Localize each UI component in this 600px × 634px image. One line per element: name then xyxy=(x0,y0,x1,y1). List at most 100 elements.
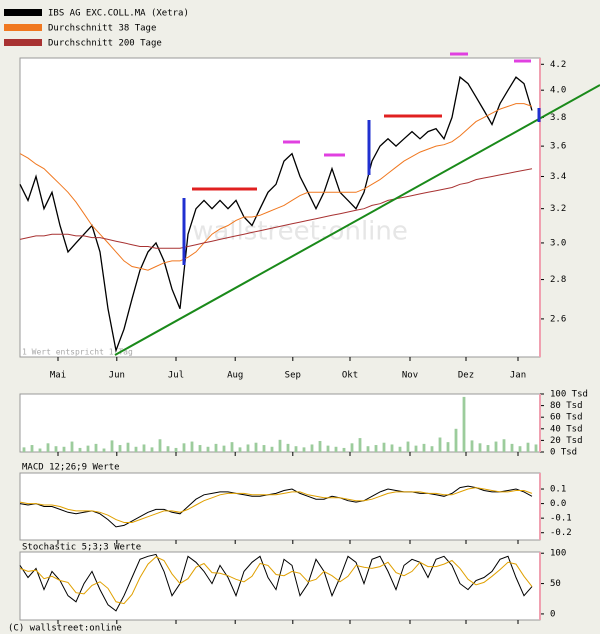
bar xyxy=(526,442,530,452)
y-tick-label: 3.2 xyxy=(550,204,566,214)
bar xyxy=(262,445,266,452)
bar xyxy=(350,443,354,452)
y-tick-label: 0 xyxy=(550,609,555,619)
y-tick-label: 100 xyxy=(550,549,566,559)
bar xyxy=(102,448,106,452)
y-tick-label: 80 Tsd xyxy=(550,401,583,411)
y-tick-label: 3.6 xyxy=(550,142,566,152)
bar xyxy=(150,447,154,452)
bar xyxy=(390,444,394,452)
bar xyxy=(358,438,362,452)
y-tick-label: 4.0 xyxy=(550,86,566,96)
bar xyxy=(70,441,74,452)
y-tick-label: 0 Tsd xyxy=(550,448,577,458)
bar xyxy=(94,443,98,452)
bar xyxy=(518,446,522,452)
series-line xyxy=(19,485,533,528)
bar xyxy=(38,448,42,452)
y-tick-label: 100 Tsd xyxy=(550,390,588,400)
legend-label: Durchschnitt 200 Tage xyxy=(48,39,162,49)
x-tick-label: Mai xyxy=(50,371,66,381)
bar xyxy=(398,446,402,452)
bar xyxy=(78,447,82,452)
bar xyxy=(342,447,346,452)
macd-title: MACD 12;26;9 Werte xyxy=(22,463,120,473)
bar xyxy=(126,442,130,452)
series-line xyxy=(19,103,533,271)
y-tick-label: 3.0 xyxy=(550,238,566,248)
legend-swatch xyxy=(4,39,42,46)
series-line xyxy=(19,553,533,612)
bar xyxy=(374,445,378,452)
bar xyxy=(62,446,66,452)
bar xyxy=(238,447,242,452)
bar xyxy=(462,396,466,452)
bar xyxy=(454,428,458,452)
bar xyxy=(334,446,338,452)
bar xyxy=(270,446,274,452)
y-tick-label: 2.6 xyxy=(550,314,566,324)
bar xyxy=(134,446,138,452)
trend-drawing xyxy=(114,84,600,356)
bar xyxy=(46,443,50,452)
bar xyxy=(142,444,146,452)
bar xyxy=(406,441,410,452)
bar xyxy=(430,446,434,452)
y-tick-label: 40 Tsd xyxy=(550,424,583,434)
x-tick-label: Jun xyxy=(109,371,125,381)
x-tick-label: Dez xyxy=(458,371,474,381)
x-tick-label: Aug xyxy=(227,371,243,381)
legend-label: Durchschnitt 38 Tage xyxy=(48,24,156,34)
bar xyxy=(502,439,506,452)
bar xyxy=(222,445,226,452)
x-tick-label: Jul xyxy=(168,371,184,381)
bar xyxy=(534,444,538,452)
bar xyxy=(366,446,370,452)
series-line xyxy=(19,556,533,605)
bar xyxy=(422,443,426,452)
bar xyxy=(86,445,90,452)
series-line xyxy=(19,487,533,523)
bar xyxy=(206,446,210,452)
y-tick-label: 2.8 xyxy=(550,275,566,285)
bar xyxy=(22,447,26,452)
bar xyxy=(182,443,186,452)
bar xyxy=(414,445,418,452)
footer: (C) wallstreet:online xyxy=(8,624,122,634)
y-tick-label: 60 Tsd xyxy=(550,413,583,423)
y-tick-label: 3.4 xyxy=(550,172,566,182)
legend-swatch xyxy=(4,9,42,16)
bar xyxy=(174,447,178,452)
bar xyxy=(510,443,514,452)
x-tick-label: Jan xyxy=(510,371,526,381)
bar xyxy=(310,444,314,452)
bar xyxy=(326,445,330,452)
bar xyxy=(54,446,58,452)
bar xyxy=(318,440,322,452)
y-tick-label: -0.1 xyxy=(550,514,572,524)
y-tick-label: 0.1 xyxy=(550,485,566,495)
y-tick-label: -0.2 xyxy=(550,528,572,538)
bar xyxy=(158,439,162,452)
y-tick-label: 0.0 xyxy=(550,499,566,509)
note: 1 Wert entspricht 1 Tag xyxy=(22,348,133,357)
stochastic-panel xyxy=(19,551,541,621)
legend-label: IBS AG EXC.COLL.MA (Xetra) xyxy=(48,9,189,19)
bar xyxy=(438,437,442,452)
bar xyxy=(382,442,386,452)
bar xyxy=(294,446,298,452)
bar xyxy=(198,445,202,452)
bar xyxy=(278,439,282,452)
macd-panel xyxy=(19,472,541,541)
x-tick-label: Okt xyxy=(342,371,358,381)
bar xyxy=(478,443,482,452)
bar xyxy=(446,442,450,452)
y-tick-label: 20 Tsd xyxy=(550,436,583,446)
bar xyxy=(470,440,474,452)
watermark: wallstreet:online xyxy=(192,217,408,247)
y-tick-label: 3.8 xyxy=(550,113,566,123)
bar xyxy=(230,442,234,452)
x-tick-label: Nov xyxy=(402,371,418,381)
y-tick-label: 50 xyxy=(550,579,561,589)
